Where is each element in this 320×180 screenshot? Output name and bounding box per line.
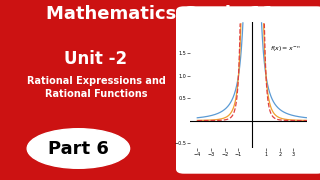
Text: Unit -2: Unit -2 — [64, 50, 128, 68]
Text: Mathematics Grade 11: Mathematics Grade 11 — [46, 5, 274, 23]
Ellipse shape — [27, 129, 130, 168]
Text: Rational Expressions and
Rational Functions: Rational Expressions and Rational Functi… — [27, 76, 165, 99]
Text: Part 6: Part 6 — [48, 140, 109, 158]
FancyBboxPatch shape — [176, 6, 320, 174]
Text: $f(x)=x^{-n}$: $f(x)=x^{-n}$ — [270, 45, 301, 54]
